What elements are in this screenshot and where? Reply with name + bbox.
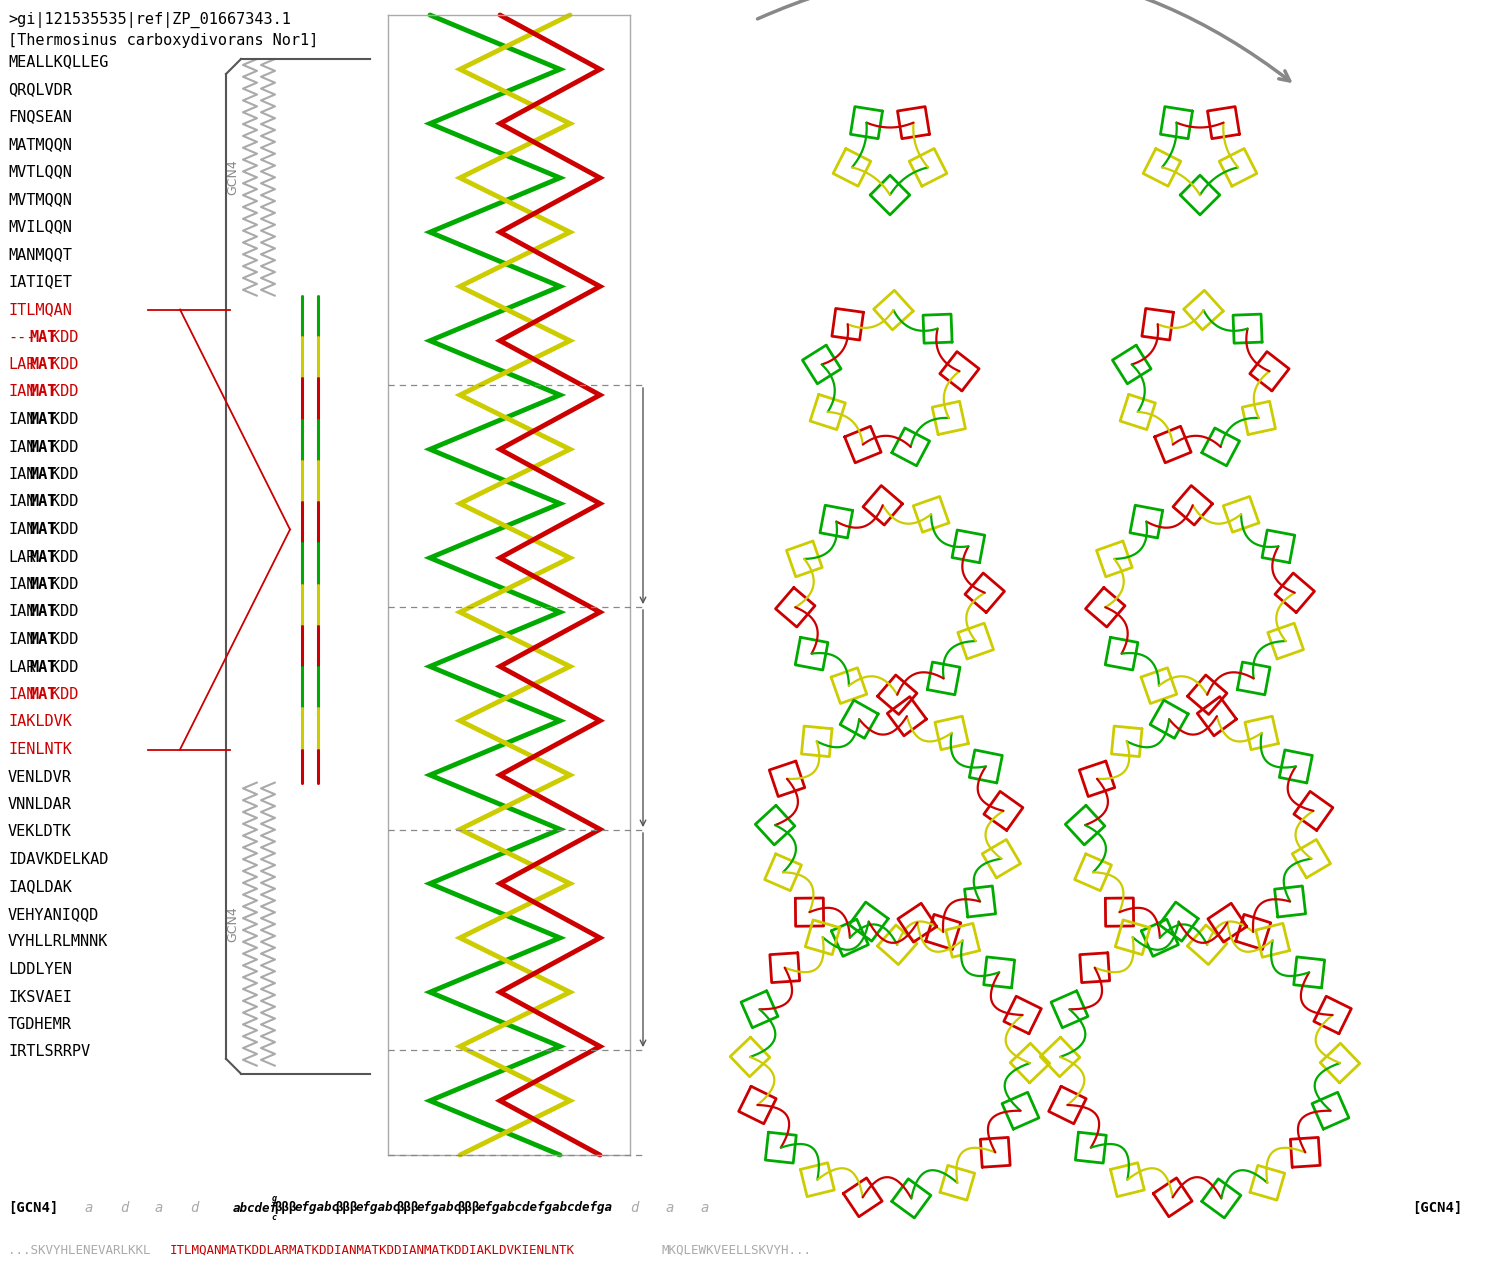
Text: a: a (664, 1201, 674, 1215)
Text: IAN: IAN (8, 494, 36, 509)
Text: GCN4: GCN4 (226, 159, 240, 195)
Text: GCN4: GCN4 (226, 906, 240, 942)
Text: IAN: IAN (8, 467, 36, 482)
Text: VNNLDAR: VNNLDAR (8, 797, 72, 812)
Text: MANMQQT: MANMQQT (8, 248, 72, 262)
Text: KDD: KDD (51, 467, 78, 482)
Text: MAT: MAT (30, 412, 57, 427)
Text: ITLMQANMATKDDLARMATKDDIANMATKDDIANMATKDDIAKLDVKIENLNTK: ITLMQANMATKDDLARMATKDDIANMATKDDIANMATKDD… (170, 1243, 574, 1256)
Text: VENLDVR: VENLDVR (8, 770, 72, 784)
Text: MAT: MAT (30, 385, 57, 399)
Text: IAN: IAN (8, 522, 36, 538)
Text: KDD: KDD (51, 549, 78, 565)
Text: KDD: KDD (51, 686, 78, 702)
Text: IAN: IAN (8, 633, 36, 647)
Text: IAN: IAN (8, 577, 36, 591)
Text: KDD: KDD (51, 357, 78, 372)
Text: [Thermosinus carboxydivorans Nor1]: [Thermosinus carboxydivorans Nor1] (8, 33, 318, 47)
Text: KDD: KDD (51, 385, 78, 399)
Text: c: c (272, 1212, 278, 1221)
Text: IAN: IAN (8, 686, 36, 702)
Text: TGDHEMR: TGDHEMR (8, 1017, 72, 1032)
Text: a: a (154, 1201, 164, 1215)
Text: VYHLLRLMNNK: VYHLLRLMNNK (8, 934, 108, 949)
Text: [GCN4]: [GCN4] (1412, 1201, 1462, 1215)
Text: MAT: MAT (30, 686, 57, 702)
Text: efgabcdefgabcdefga: efgabcdefgabcdefga (478, 1201, 614, 1215)
Text: βββ: βββ (274, 1201, 297, 1215)
Text: VEKLDTK: VEKLDTK (8, 825, 72, 839)
Text: IATIQET: IATIQET (8, 275, 72, 290)
Text: VEHYANIQQD: VEHYANIQQD (8, 907, 99, 922)
Text: MAT: MAT (30, 440, 57, 454)
Text: MAT: MAT (30, 549, 57, 565)
Text: abcdef: abcdef (232, 1201, 278, 1215)
Text: LAR: LAR (8, 549, 36, 565)
Text: MEALLKQLLEG: MEALLKQLLEG (8, 54, 108, 69)
Text: a: a (700, 1201, 708, 1215)
Text: efgabc: efgabc (294, 1201, 339, 1215)
Text: IRTLSRRPV: IRTLSRRPV (8, 1044, 90, 1060)
Text: IAN: IAN (8, 385, 36, 399)
Text: ...SKVYHLENEVARLKKL: ...SKVYHLENEVARLKKL (8, 1243, 150, 1256)
Text: KDD: KDD (51, 633, 78, 647)
Text: βββ: βββ (396, 1201, 418, 1215)
Text: KDD: KDD (51, 330, 78, 345)
Text: LAR: LAR (8, 659, 36, 675)
Text: LDDLYEN: LDDLYEN (8, 962, 72, 976)
Text: MAT: MAT (30, 467, 57, 482)
Text: KDD: KDD (51, 577, 78, 591)
Text: efgabc: efgabc (356, 1201, 401, 1215)
Text: MKQLEWKVEELLSKVYH...: MKQLEWKVEELLSKVYH... (662, 1243, 812, 1256)
Text: MVILQQN: MVILQQN (8, 219, 72, 235)
Text: KDD: KDD (51, 659, 78, 675)
Text: IAKLDVK: IAKLDVK (8, 715, 72, 730)
Text: MAT: MAT (30, 633, 57, 647)
Text: MATMQQN: MATMQQN (8, 137, 72, 151)
Text: IAN: IAN (8, 604, 36, 620)
Text: g: g (272, 1194, 278, 1203)
Text: [GCN4]: [GCN4] (8, 1201, 59, 1215)
Text: LAR: LAR (8, 357, 36, 372)
Text: QRQLVDR: QRQLVDR (8, 82, 72, 98)
Text: IAN: IAN (8, 412, 36, 427)
Text: MAT: MAT (30, 330, 57, 345)
Text: MAT: MAT (30, 604, 57, 620)
Text: ---: --- (8, 330, 36, 345)
Text: IDAVKDELKAD: IDAVKDELKAD (8, 852, 108, 867)
Text: MVTLQQN: MVTLQQN (8, 164, 72, 180)
Text: IKSVAEI: IKSVAEI (8, 989, 72, 1005)
Text: KDD: KDD (51, 604, 78, 620)
Text: KDD: KDD (51, 522, 78, 538)
Text: KDD: KDD (51, 412, 78, 427)
Text: a: a (86, 1201, 93, 1215)
Text: βββ: βββ (334, 1201, 357, 1215)
Text: MAT: MAT (30, 357, 57, 372)
Text: KDD: KDD (51, 494, 78, 509)
Text: >gi|121535535|ref|ZP_01667343.1: >gi|121535535|ref|ZP_01667343.1 (8, 12, 291, 28)
Text: βββ: βββ (458, 1201, 480, 1215)
Text: MAT: MAT (30, 659, 57, 675)
Text: MAT: MAT (30, 522, 57, 538)
Text: d: d (630, 1201, 639, 1215)
Text: efgabc: efgabc (417, 1201, 462, 1215)
Text: MVTMQQN: MVTMQQN (8, 192, 72, 207)
Text: d: d (190, 1201, 198, 1215)
Text: IAN: IAN (8, 440, 36, 454)
Text: IENLNTK: IENLNTK (8, 742, 72, 757)
Text: FNQSEAN: FNQSEAN (8, 109, 72, 124)
Text: ITLMQAN: ITLMQAN (8, 302, 72, 317)
Text: KDD: KDD (51, 440, 78, 454)
Text: MAT: MAT (30, 494, 57, 509)
Text: d: d (120, 1201, 129, 1215)
Text: IAQLDAK: IAQLDAK (8, 880, 72, 894)
Text: MAT: MAT (30, 577, 57, 591)
